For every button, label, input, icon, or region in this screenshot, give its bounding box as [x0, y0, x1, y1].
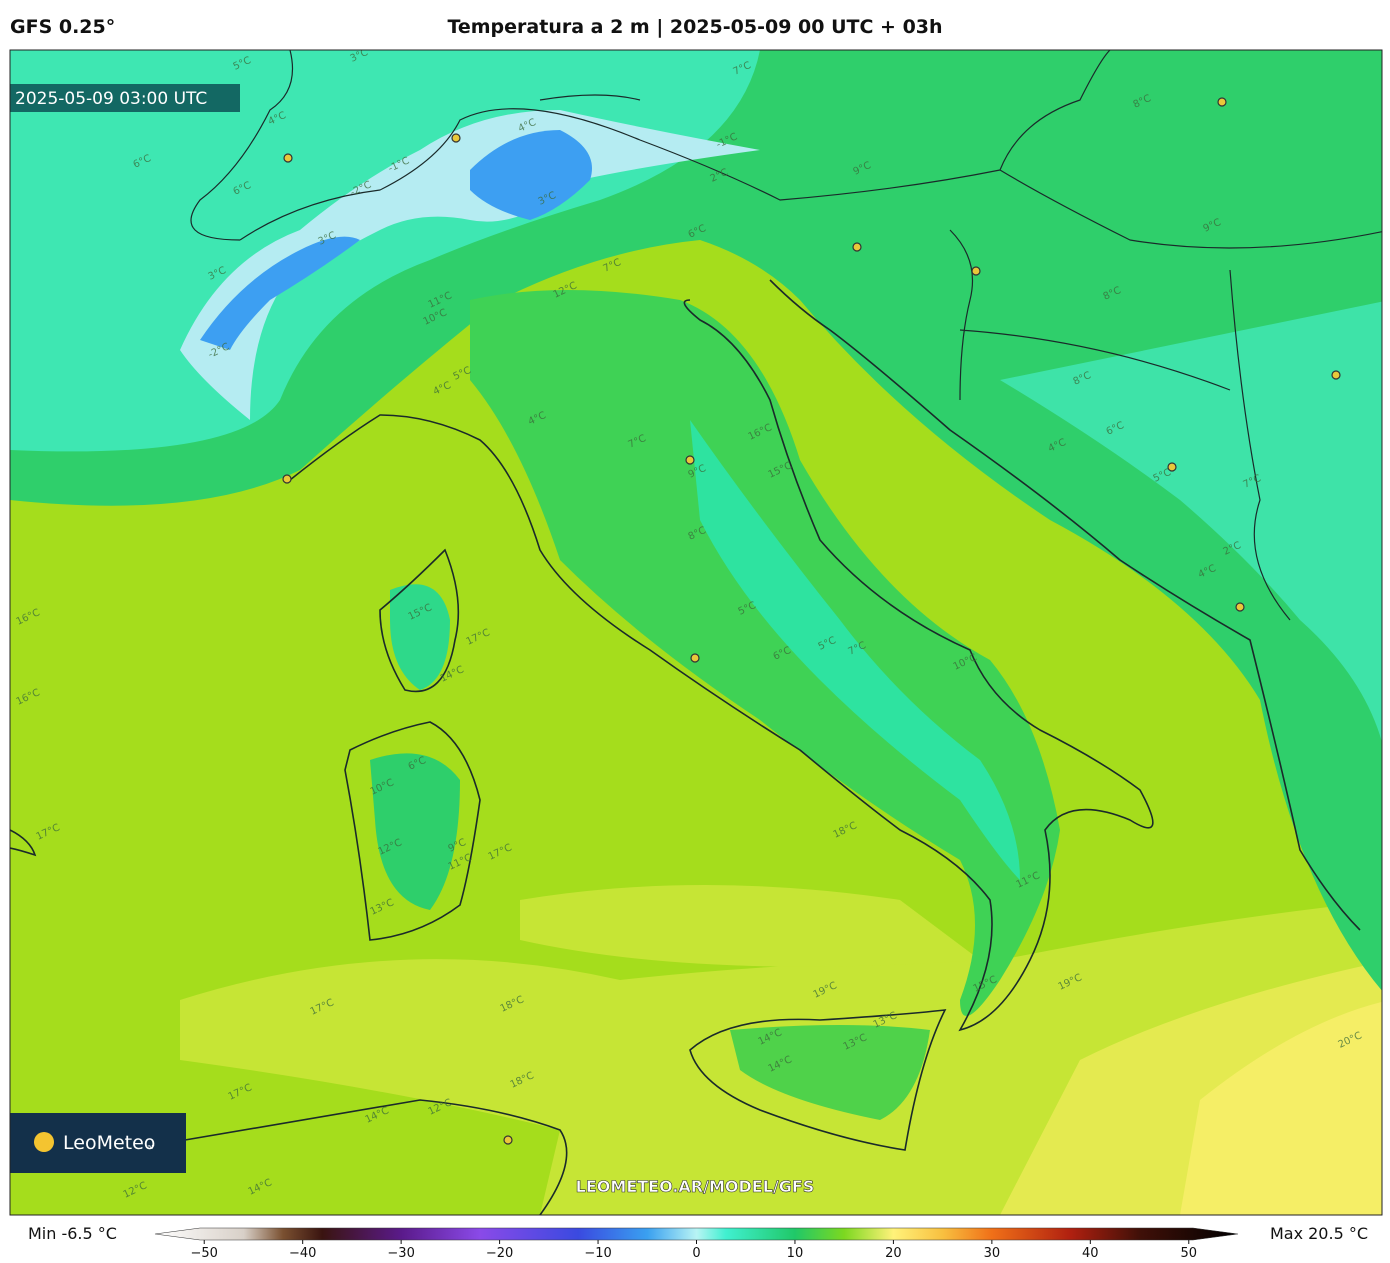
colorbar-tick-label: 0: [692, 1246, 700, 1261]
freezing-area: [470, 130, 592, 220]
city: [685, 455, 695, 465]
logo-sun: [34, 1132, 54, 1152]
city: [1331, 370, 1341, 380]
colorbar-tick-label: 10: [787, 1246, 804, 1261]
colorbar-scale: [154, 1227, 1239, 1241]
cities: [282, 97, 1341, 1145]
border: [190, 50, 1382, 621]
cold-land: [390, 584, 450, 690]
map-frame: [9, 49, 1383, 1216]
colorbar-tick-label: −50: [191, 1246, 218, 1261]
cool-land: [370, 753, 460, 910]
city: [852, 242, 862, 252]
colorbar-tick-label: −30: [387, 1246, 414, 1261]
model-label: GFS 0.25°: [10, 16, 115, 38]
colorbar-tick-label: −10: [584, 1246, 611, 1261]
warm-sea: [520, 885, 980, 967]
city: [1235, 602, 1245, 612]
map: 5°C 3°C4°C7°C-1°C3°C6°C-2°C4°C-1°C2°C6°C-…: [10, 50, 1382, 1215]
coastline: [379, 548, 460, 693]
logo: LeoMeteo: [63, 1132, 155, 1154]
cold-land: [690, 420, 1020, 880]
timestamp: 2025-05-09 03:00 UTC: [15, 89, 207, 109]
max-label: Max 20.5 °C: [1270, 1224, 1368, 1243]
city: [503, 1135, 513, 1145]
city: [282, 474, 292, 484]
city: [451, 133, 461, 143]
cool-land: [470, 290, 1060, 1016]
colorbar-tick-label: −40: [289, 1246, 316, 1261]
city: [690, 653, 700, 663]
colorbar-tick-label: 30: [984, 1246, 1001, 1261]
coastline: [10, 829, 568, 1215]
warm-sea: [1180, 1001, 1382, 1215]
title: Temperatura a 2 m | 2025-05-09 00 UTC + …: [447, 16, 942, 38]
freezing-area: [200, 236, 360, 350]
colorbar-tick-label: 50: [1180, 1246, 1197, 1261]
colorbar: −50 −40 −30 −20 −10 0 10 20 30 40 50: [154, 1227, 1239, 1261]
city: [283, 153, 293, 163]
city: [971, 266, 981, 276]
colorbar-tick-label: 40: [1082, 1246, 1099, 1261]
logo-suffix: ar: [147, 1143, 154, 1151]
coastline: [689, 1009, 947, 1151]
colorbar-tick-label: −20: [486, 1246, 513, 1261]
city: [1217, 97, 1227, 107]
cool-land: [730, 1025, 930, 1120]
coastline: [289, 279, 1361, 1032]
timestamp-box: [10, 84, 240, 112]
cold-land: [1000, 301, 1382, 743]
min-label: Min -6.5 °C: [28, 1224, 117, 1243]
watermark: LEOMETEO.AR/MODEL/GFS: [576, 1177, 815, 1196]
colorbar-tick-label: 20: [885, 1246, 902, 1261]
coastline: [344, 721, 481, 941]
city: [1167, 462, 1177, 472]
